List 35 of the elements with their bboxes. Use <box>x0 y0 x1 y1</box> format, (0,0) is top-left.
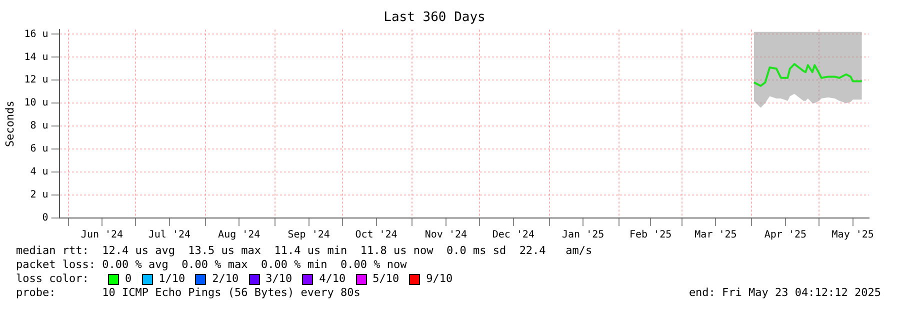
text: 4/10 <box>319 272 346 286</box>
text: end: Fri May 23 04:12:12 2025 <box>688 286 881 300</box>
y-tick-label: 16 u <box>24 28 48 40</box>
y-tick-label: 4 u <box>30 166 48 178</box>
text: loss color: <box>16 272 90 286</box>
text: 2/10 <box>212 272 239 286</box>
x-tick-label: Aug '24 <box>218 230 260 241</box>
y-tick-label: 2 u <box>30 190 48 201</box>
x-tick-label: Oct '24 <box>355 230 398 241</box>
x-tick-label: Jun '24 <box>80 230 124 241</box>
text: 3/10 <box>266 272 292 286</box>
y-tick-label: 12 u <box>24 74 48 86</box>
x-tick-label: Dec '24 <box>492 230 534 241</box>
x-tick-label: Nov '24 <box>424 230 468 241</box>
x-tick-label: Jul '24 <box>148 230 191 241</box>
x-tick-label: May '25 <box>832 230 874 241</box>
text: probe: 10 ICMP Echo Pings (56 Bytes) every 80s <box>16 286 360 300</box>
x-tick-label: Mar '25 <box>694 230 737 241</box>
x-tick-label: Sep '24 <box>288 230 330 241</box>
text: 1/10 <box>158 272 186 286</box>
text: 0 <box>125 272 132 286</box>
y-tick-label: 6 u <box>30 144 48 155</box>
text: 5/10 <box>372 272 400 286</box>
y-axis-title: Seconds <box>3 100 16 147</box>
y-tick-label: 10 u <box>24 98 48 109</box>
x-tick-label: Feb '25 <box>629 230 672 241</box>
chart-title: Last 360 Days <box>384 10 486 26</box>
text: 9/10 <box>426 272 453 286</box>
y-tick-label: 8 u <box>30 120 48 132</box>
text: median rtt: 12.4 us avg 13.5 us max 11.4 us min 11.8 us now 0.0 ms sd 22.4 am/s <box>16 244 594 258</box>
x-tick-label: Jan '25 <box>562 230 604 241</box>
y-tick-label: 0 <box>42 212 48 224</box>
y-tick-label: 14 u <box>24 52 48 63</box>
text: packet loss: 0.00 % avg 0.00 % max 0.00 % min 0.00 % now <box>16 258 408 272</box>
x-tick-label: Apr '25 <box>764 230 807 241</box>
